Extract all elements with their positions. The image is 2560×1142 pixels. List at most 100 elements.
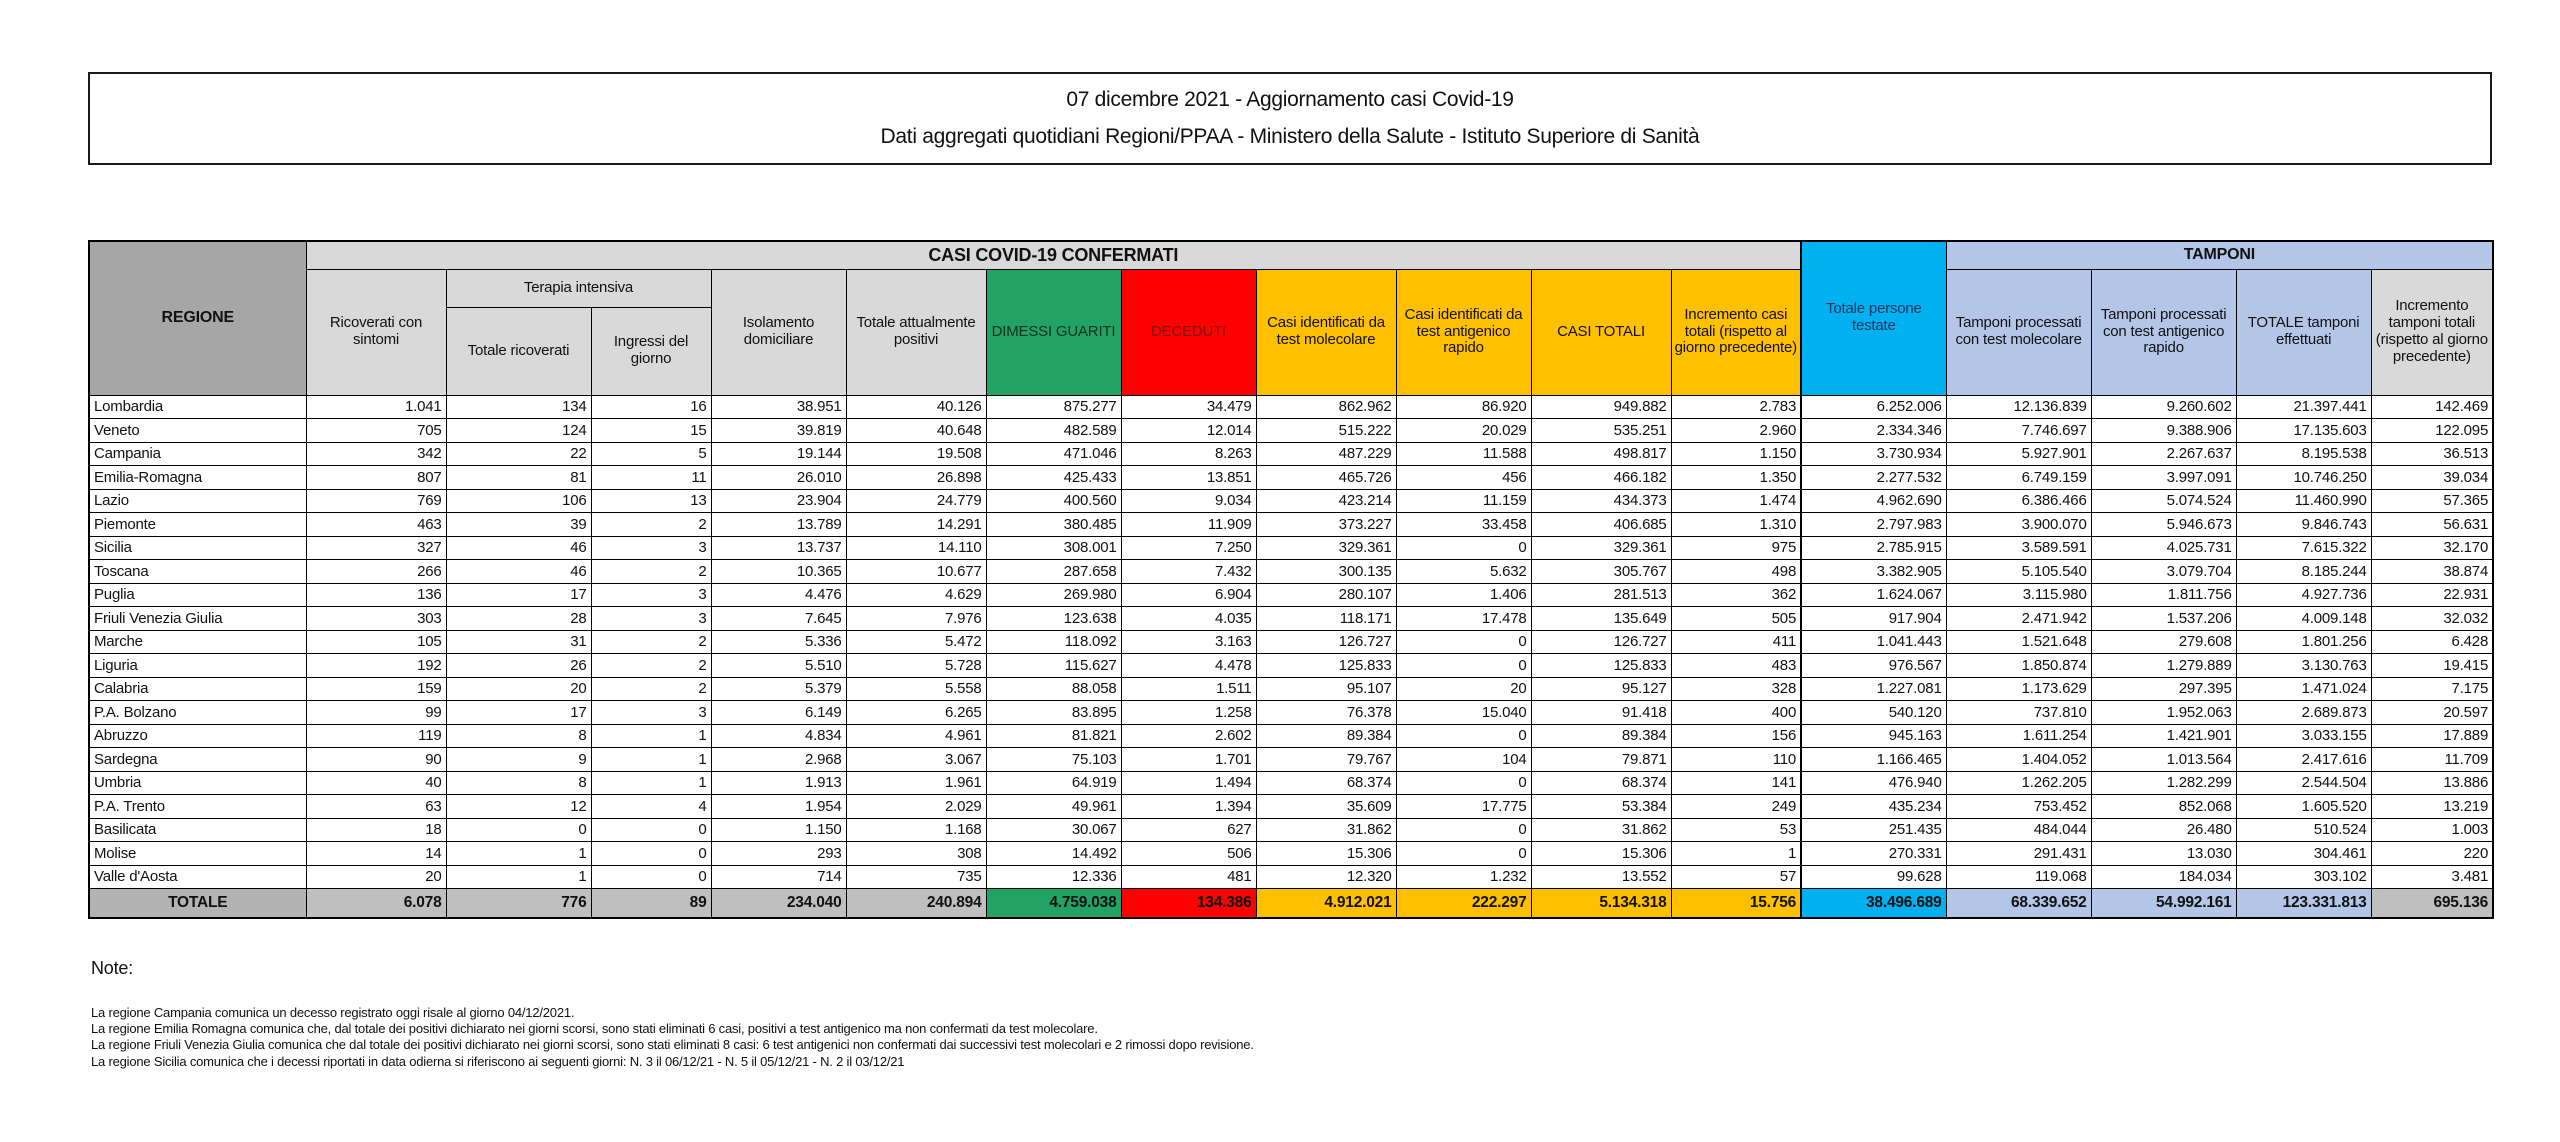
header-incremento-tamponi: Incremento tamponi totali (rispetto al g…: [2370, 268, 2494, 396]
value-cell: 234.040: [710, 888, 847, 918]
value-cell: 362: [1670, 582, 1802, 607]
value-cell: 249: [1670, 794, 1802, 819]
region-name: Lazio: [88, 488, 307, 513]
value-cell: 328: [1670, 676, 1802, 701]
value-cell: 425.433: [985, 465, 1122, 490]
value-cell: 8: [445, 770, 592, 795]
value-cell: 3.163: [1120, 629, 1257, 654]
value-cell: 1.173.629: [1945, 676, 2092, 701]
value-cell: 1.166.465: [1800, 747, 1947, 772]
value-cell: 1.850.874: [1945, 653, 2092, 678]
value-cell: 3.900.070: [1945, 512, 2092, 537]
value-cell: 23.904: [710, 488, 847, 513]
region-name: Puglia: [88, 582, 307, 607]
value-cell: 12.320: [1255, 864, 1397, 889]
value-cell: 917.904: [1800, 606, 1947, 631]
value-cell: 134.386: [1120, 888, 1257, 918]
value-cell: 3.067: [845, 747, 987, 772]
value-cell: 6.904: [1120, 582, 1257, 607]
header-ingressi-giorno: Ingressi del giorno: [590, 306, 712, 396]
value-cell: 5.336: [710, 629, 847, 654]
region-name: P.A. Trento: [88, 794, 307, 819]
value-cell: 31: [445, 629, 592, 654]
value-cell: 1.310: [1670, 512, 1802, 537]
value-cell: 4.927.736: [2235, 582, 2372, 607]
value-cell: 3.079.704: [2090, 559, 2237, 584]
header-deceduti: DECEDUTI: [1120, 268, 1257, 396]
value-cell: 308.001: [985, 535, 1122, 560]
value-cell: 3.382.905: [1800, 559, 1947, 584]
value-cell: 123.331.813: [2235, 888, 2372, 918]
value-cell: 26: [445, 653, 592, 678]
value-cell: 13.737: [710, 535, 847, 560]
value-cell: 19.415: [2370, 653, 2494, 678]
value-cell: 14: [305, 841, 447, 866]
value-cell: 104: [1395, 747, 1532, 772]
header-attualmente-positivi: Totale attualmente positivi: [845, 268, 987, 396]
value-cell: 627: [1120, 817, 1257, 842]
value-cell: 119: [305, 723, 447, 748]
value-cell: 5.510: [710, 653, 847, 678]
value-cell: 35.609: [1255, 794, 1397, 819]
value-cell: 434.373: [1530, 488, 1672, 513]
total-label: TOTALE: [88, 888, 307, 918]
value-cell: 119.068: [1945, 864, 2092, 889]
value-cell: 124: [445, 418, 592, 443]
value-cell: 3.033.155: [2235, 723, 2372, 748]
value-cell: 483: [1670, 653, 1802, 678]
value-cell: 2: [590, 629, 712, 654]
value-cell: 266: [305, 559, 447, 584]
value-cell: 1.262.205: [1945, 770, 2092, 795]
value-cell: 2.968: [710, 747, 847, 772]
value-cell: 0: [590, 817, 712, 842]
value-cell: 46: [445, 535, 592, 560]
value-cell: 118.092: [985, 629, 1122, 654]
value-cell: 90: [305, 747, 447, 772]
value-cell: 40.126: [845, 394, 987, 419]
value-cell: 89: [590, 888, 712, 918]
value-cell: 4.478: [1120, 653, 1257, 678]
value-cell: 498: [1670, 559, 1802, 584]
value-cell: 2.783: [1670, 394, 1802, 419]
value-cell: 3.130.763: [2235, 653, 2372, 678]
region-name: Lombardia: [88, 394, 307, 419]
value-cell: 7.615.322: [2235, 535, 2372, 560]
value-cell: 1.913: [710, 770, 847, 795]
region-name: Campania: [88, 441, 307, 466]
value-cell: 329.361: [1530, 535, 1672, 560]
value-cell: 1.168: [845, 817, 987, 842]
value-cell: 3: [590, 582, 712, 607]
value-cell: 291.431: [1945, 841, 2092, 866]
value-cell: 5.632: [1395, 559, 1532, 584]
value-cell: 118.171: [1255, 606, 1397, 631]
value-cell: 26.480: [2090, 817, 2237, 842]
value-cell: 53.384: [1530, 794, 1672, 819]
value-cell: 481: [1120, 864, 1257, 889]
header-casi-antigenico: Casi identificati da test antigenico rap…: [1395, 268, 1532, 396]
table-row: Molise 14 1 0 293 308 14.492 506 15.306 0 15.306 1 2…: [88, 841, 2494, 866]
value-cell: 20.029: [1395, 418, 1532, 443]
value-cell: 10.746.250: [2235, 465, 2372, 490]
value-cell: 26.010: [710, 465, 847, 490]
value-cell: 39.819: [710, 418, 847, 443]
value-cell: 737.810: [1945, 700, 2092, 725]
value-cell: 3.115.980: [1945, 582, 2092, 607]
region-name: Abruzzo: [88, 723, 307, 748]
value-cell: 9.388.906: [2090, 418, 2237, 443]
value-cell: 3: [590, 606, 712, 631]
value-cell: 1.494: [1120, 770, 1257, 795]
value-cell: 1.421.901: [2090, 723, 2237, 748]
value-cell: 4: [590, 794, 712, 819]
value-cell: 7.250: [1120, 535, 1257, 560]
value-cell: 484.044: [1945, 817, 2092, 842]
value-cell: 0: [1395, 723, 1532, 748]
header-terapia-intensiva: Terapia intensiva: [445, 268, 712, 308]
value-cell: 91.418: [1530, 700, 1672, 725]
table-row: Lombardia 1.041 134 16 38.951 40.126 875.277 34…: [88, 394, 2494, 419]
value-cell: 11.909: [1120, 512, 1257, 537]
value-cell: 15: [590, 418, 712, 443]
value-cell: 5.728: [845, 653, 987, 678]
value-cell: 4.962.690: [1800, 488, 1947, 513]
value-cell: 3.997.091: [2090, 465, 2237, 490]
